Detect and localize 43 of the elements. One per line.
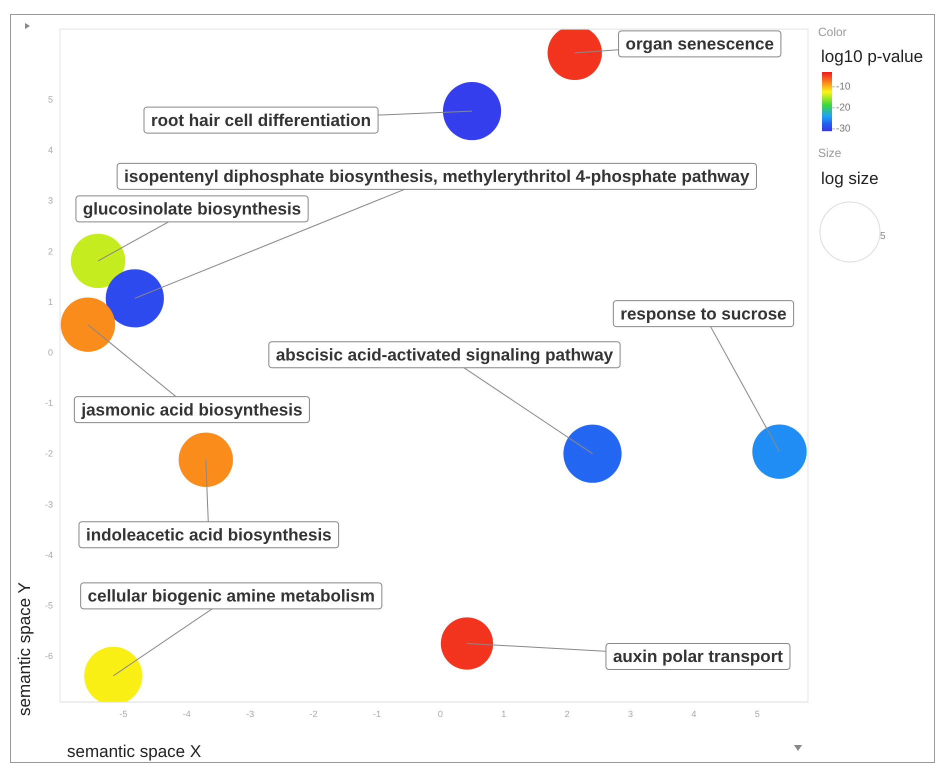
annotation: root hair cell differentiation (150, 110, 372, 130)
x-tick-label: -4 (182, 709, 191, 720)
x-tick-label: 3 (628, 709, 634, 720)
y-tick-label: -1 (44, 398, 53, 408)
y-tick-label: 0 (48, 347, 53, 358)
x-tick-label: -1 (372, 709, 381, 720)
annotation: abscisic acid-activated signaling pathway (276, 345, 614, 364)
annotation: cellular biogenic amine metabolism (88, 586, 375, 606)
x-tick-label: -2 (310, 709, 318, 720)
legend-label: 5 (880, 230, 886, 242)
x-tick-label: 0 (438, 709, 443, 720)
y-axis-title: semantic space Y (15, 582, 34, 716)
annotation: jasmonic acid biosynthesis (80, 400, 302, 420)
x-axis-title: semantic space X (67, 742, 202, 761)
y-tick-label: 5 (48, 94, 53, 104)
color-bar-title: log10 p-value (821, 47, 924, 66)
annotation: response to sucrose (620, 304, 787, 324)
y-tick-label: 3 (48, 196, 53, 206)
y-tick-label: -3 (44, 499, 53, 510)
x-tick-label: 5 (754, 709, 760, 720)
x-tick-label: 4 (691, 709, 696, 720)
x-tick-label: 1 (501, 709, 506, 720)
y-tick-label: 1 (48, 296, 53, 307)
color-bar-label: -20 (836, 102, 851, 114)
text: Color (818, 25, 847, 39)
y-tick-label: -4 (44, 550, 53, 560)
annotation: isopentenyl diphosphate biosynthesis, methylerythritol 4-phosphate pathway (124, 167, 750, 186)
color-bar-label: -30 (836, 124, 851, 135)
x-tick-label: -5 (119, 709, 128, 720)
x-tick-label: 2 (564, 709, 570, 720)
text: Size (818, 146, 842, 160)
y-tick-label: -5 (44, 600, 53, 611)
annotation: auxin polar transport (612, 647, 784, 666)
y-tick-label: -6 (44, 651, 53, 662)
y-tick-label: 2 (48, 246, 53, 256)
y-tick-label: -2 (44, 448, 53, 459)
annotation: glucosinolate biosynthesis (82, 200, 302, 219)
x-tick-label: -3 (246, 709, 254, 720)
text: log size (821, 169, 879, 188)
color-bar-label: -10 (836, 82, 851, 92)
annotation: organ senescence (626, 34, 774, 54)
annotation: indoleacetic acid biosynthesis (86, 525, 332, 544)
y-tick-label: 4 (48, 145, 53, 156)
